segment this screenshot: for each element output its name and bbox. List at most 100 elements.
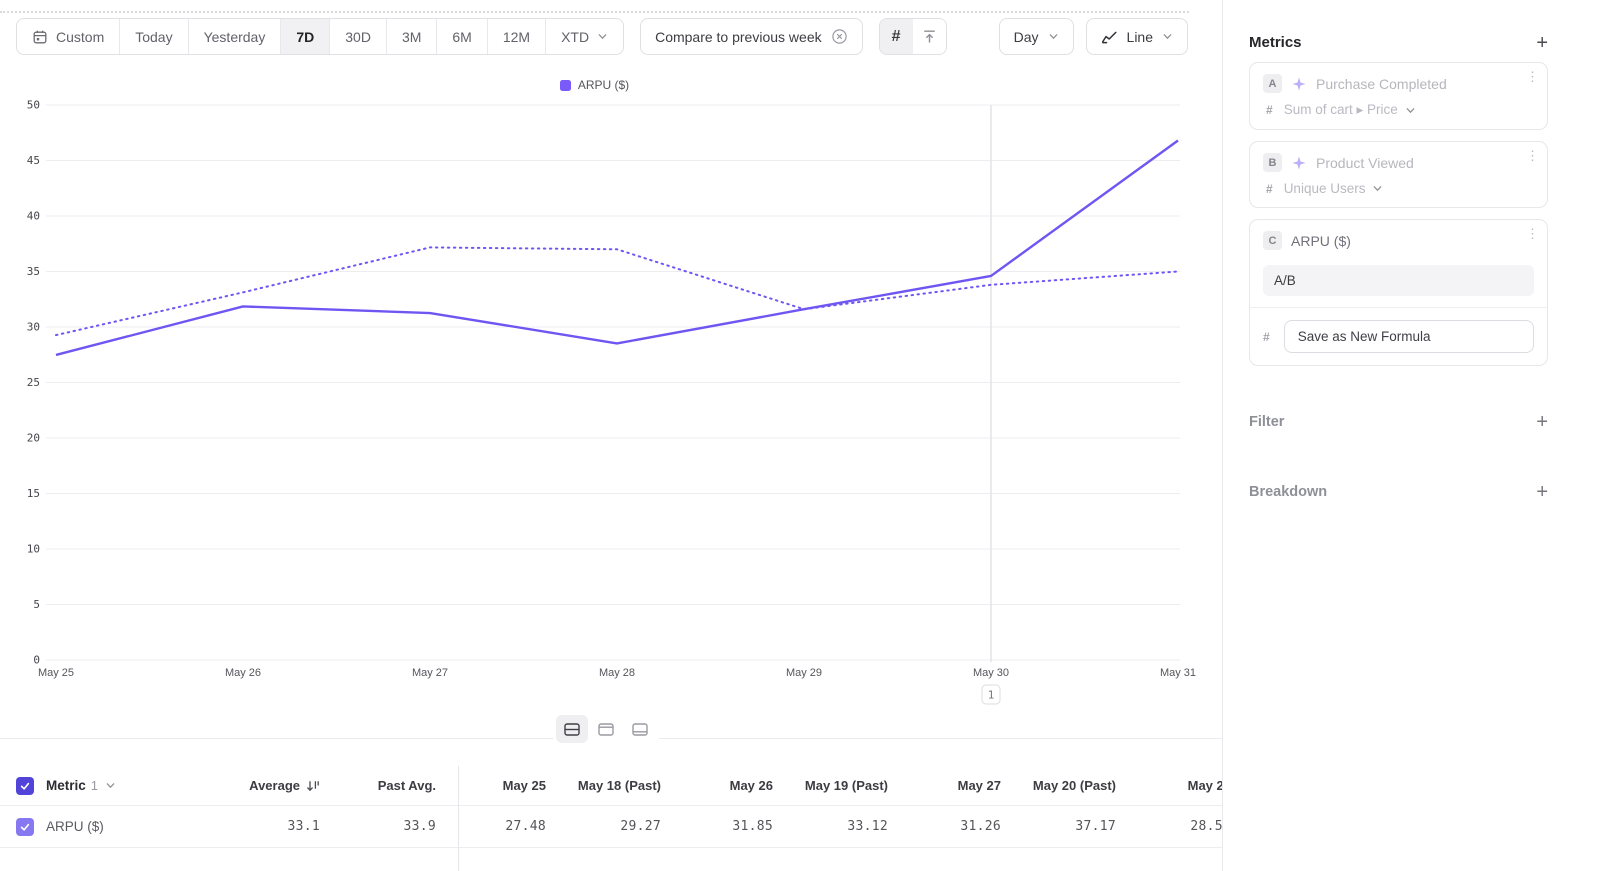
range-6m-button[interactable]: 6M [437,19,488,54]
chart-legend: ARPU ($) [0,78,1189,92]
measurement-type-icon: # [1266,181,1273,196]
annotation-marker-icon [923,30,935,43]
chart-toolbar: Custom Today Yesterday 7D 30D 3M 6M 12M … [16,18,1188,55]
range-today-button[interactable]: Today [120,19,189,54]
metric-menu-icon[interactable]: ⋮ [1526,226,1539,241]
metric-column-label: Metric [46,778,86,793]
metric-menu-icon[interactable]: ⋮ [1526,69,1539,84]
annotations-toggle[interactable] [912,19,946,54]
select-all-checkbox[interactable] [16,776,34,795]
metric-name: Purchase Completed [1316,75,1447,92]
calendar-icon [33,30,47,43]
chevron-down-icon[interactable] [105,780,116,791]
column-header[interactable]: May 27 [957,778,1001,793]
metric-card-b[interactable]: B Product Viewed ⋮ # Unique Users [1249,141,1548,208]
add-breakdown-button[interactable]: + [1536,481,1548,503]
cell-value: 37.17 [1075,819,1116,834]
svg-text:15: 15 [27,487,40,500]
line-chart-icon [1101,31,1117,43]
column-header[interactable]: May 26 [729,778,773,793]
svg-text:20: 20 [27,432,40,445]
query-builder-sidebar: Metrics + A Purchase Completed ⋮ # Sum o… [1222,0,1600,871]
row-checkbox[interactable] [16,817,34,836]
interval-select[interactable]: Day [998,18,1074,55]
row-metric-label: ARPU ($) [46,819,104,834]
range-yesterday-button[interactable]: Yesterday [188,19,282,54]
annotation-badge[interactable] [981,684,1001,705]
metric-card-c-formula[interactable]: C ARPU ($) A/B ⋮ # Save as New Formula [1249,219,1548,366]
measurement-select[interactable]: Unique Users [1284,181,1384,196]
compare-to-previous-button[interactable]: Compare to previous week [640,18,863,55]
cell-value: 27.48 [505,819,546,834]
chart-overlay-toggles: # [878,18,947,55]
legend-swatch [559,79,571,91]
svg-text:30: 30 [27,321,40,334]
range-12m-button[interactable]: 12M [487,19,547,54]
chevron-down-icon [1049,34,1057,40]
formula-input[interactable]: A/B [1263,265,1534,296]
add-filter-button[interactable]: + [1536,411,1548,433]
measurement-select[interactable]: Sum of cart ▸ Price [1284,102,1416,118]
svg-text:25: 25 [27,376,40,389]
cell-value: 31.26 [960,819,1001,834]
column-header[interactable]: May 20 (Past) [1032,778,1116,793]
column-header[interactable]: May 25 [502,778,546,793]
metric-badge: A [1263,74,1282,93]
filter-section-title: Filter [1249,414,1285,430]
column-header-average[interactable]: Average [230,778,320,793]
svg-text:May 27: May 27 [412,667,448,679]
hash-icon: # [891,27,901,45]
column-header[interactable]: Past Avg. [377,778,436,793]
svg-text:40: 40 [27,210,40,223]
column-header[interactable]: May 19 (Past) [804,778,888,793]
line-chart[interactable]: 0 5 10 15 20 25 30 35 40 45 50 May 25 May 26 May 27 Ma… [0,100,1222,712]
svg-text:1: 1 [988,689,995,702]
view-table-only-button[interactable] [624,715,656,743]
legend-label: ARPU ($) [577,78,630,92]
chevron-down-icon [598,34,607,40]
metric-name: ARPU ($) [1291,232,1351,249]
svg-text:May 28: May 28 [599,667,635,679]
add-metric-button[interactable]: + [1536,31,1548,54]
chart-display-controls: Day Line [998,18,1188,55]
metric-name: Product Viewed [1316,154,1414,171]
svg-text:45: 45 [27,154,40,167]
range-30d-button[interactable]: 30D [330,19,387,54]
bottom-panel-icon [632,722,648,736]
svg-text:May 25: May 25 [38,667,74,679]
split-panel-icon [564,722,580,736]
sort-icon [307,780,319,791]
chevron-down-icon [1374,186,1382,192]
chart-type-select[interactable]: Line [1085,18,1188,55]
table-freeze-divider [458,766,459,871]
metric-card-a[interactable]: A Purchase Completed ⋮ # Sum of cart ▸ P… [1249,62,1548,130]
table-row[interactable]: ARPU ($) 33.1 33.9 27.48 29.27 31.85 33.… [0,806,1222,848]
view-chart-only-button[interactable] [590,715,622,743]
checkmark-icon [20,782,30,790]
measurement-type-icon: # [1266,103,1273,117]
column-header[interactable]: May 18 (Past) [577,778,661,793]
remove-compare-icon[interactable] [831,28,848,45]
view-split-button[interactable] [556,715,588,743]
gridlines-toggle[interactable]: # [879,19,913,54]
svg-text:5: 5 [33,598,40,611]
chevron-down-icon [1406,107,1415,113]
range-xtd-button[interactable]: XTD [546,19,624,54]
range-7d-button[interactable]: 7D [281,19,331,54]
card-divider [1250,307,1547,308]
range-3m-button[interactable]: 3M [386,19,438,54]
date-range-picker: Custom Today Yesterday 7D 30D 3M 6M 12M … [16,18,625,55]
range-custom-button[interactable]: Custom [17,19,121,54]
svg-text:May 31: May 31 [1160,667,1196,679]
collapsed-panel-divider[interactable] [0,11,1189,13]
column-header[interactable]: May 28 [1187,778,1222,793]
top-panel-icon [598,722,614,736]
cell-value: 29.27 [620,819,661,834]
cell-value: 31.85 [732,819,773,834]
metric-menu-icon[interactable]: ⋮ [1526,148,1539,163]
cell-value: 33.12 [847,819,888,834]
save-as-new-formula-button[interactable]: Save as New Formula [1283,320,1534,353]
svg-text:50: 50 [27,100,40,112]
checkmark-icon [20,823,30,831]
